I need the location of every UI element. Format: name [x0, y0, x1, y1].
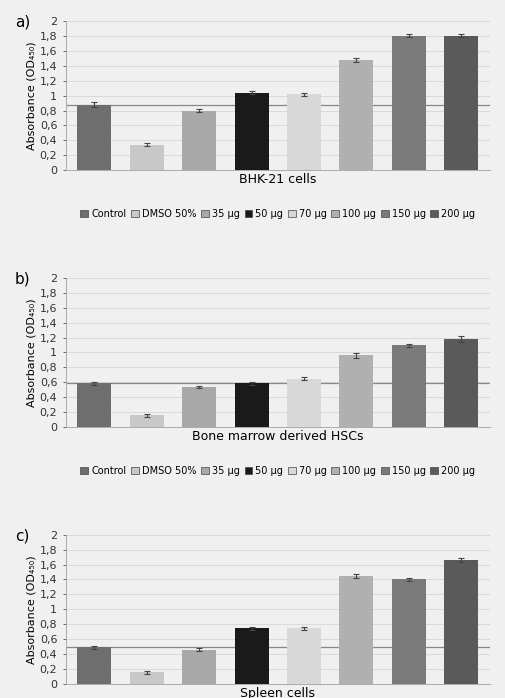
Bar: [339, 355, 373, 427]
X-axis label: BHK-21 cells: BHK-21 cells: [239, 173, 317, 186]
Bar: [130, 672, 164, 684]
Bar: [130, 145, 164, 170]
Text: c): c): [15, 528, 29, 544]
Bar: [339, 576, 373, 684]
Y-axis label: Absorbance (OD₄₅₀): Absorbance (OD₄₅₀): [27, 298, 37, 407]
Bar: [182, 387, 216, 427]
Bar: [444, 339, 478, 427]
Bar: [339, 60, 373, 170]
Bar: [130, 415, 164, 427]
Bar: [287, 628, 321, 684]
Bar: [234, 628, 269, 684]
Y-axis label: Absorbance (OD₄₅₀): Absorbance (OD₄₅₀): [27, 41, 37, 150]
Bar: [287, 378, 321, 427]
Bar: [77, 648, 112, 684]
Text: b): b): [15, 272, 30, 287]
Bar: [182, 650, 216, 684]
Bar: [444, 36, 478, 170]
Bar: [287, 94, 321, 170]
Bar: [392, 345, 426, 427]
Legend: Control, DMSO 50%, 35 μg, 50 μg, 70 μg, 100 μg, 150 μg, 200 μg: Control, DMSO 50%, 35 μg, 50 μg, 70 μg, …: [79, 208, 476, 220]
Bar: [77, 105, 112, 170]
Bar: [392, 36, 426, 170]
Bar: [392, 579, 426, 684]
Text: a): a): [15, 15, 30, 30]
Bar: [234, 383, 269, 427]
Bar: [444, 560, 478, 684]
Legend: Control, DMSO 50%, 35 μg, 50 μg, 70 μg, 100 μg, 150 μg, 200 μg: Control, DMSO 50%, 35 μg, 50 μg, 70 μg, …: [79, 465, 476, 477]
Y-axis label: Absorbance (OD₄₅₀): Absorbance (OD₄₅₀): [27, 555, 37, 664]
X-axis label: Bone marrow derived HSCs: Bone marrow derived HSCs: [192, 430, 364, 443]
X-axis label: Spleen cells: Spleen cells: [240, 687, 315, 698]
Bar: [234, 93, 269, 170]
Bar: [77, 383, 112, 427]
Bar: [182, 110, 216, 170]
